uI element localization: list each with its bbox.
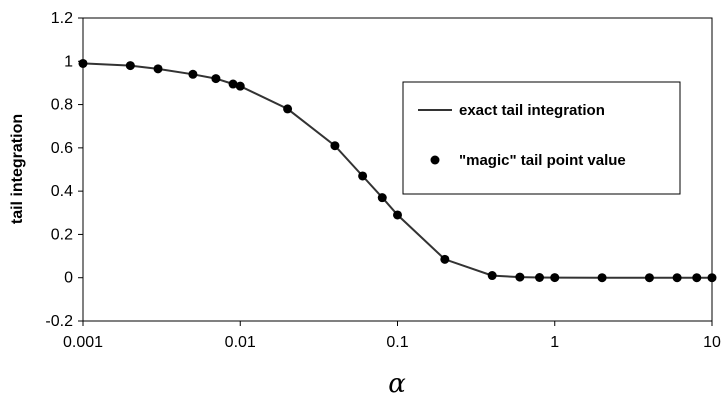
y-tick-label: 0.2	[51, 226, 73, 243]
data-point	[377, 193, 387, 203]
data-point	[550, 273, 560, 283]
y-tick-label: 1	[64, 53, 73, 70]
data-point	[153, 64, 163, 74]
legend-box	[402, 81, 681, 195]
data-point	[188, 69, 198, 79]
y-tick-label: 0.6	[51, 140, 73, 157]
data-point	[487, 271, 497, 281]
y-ticks: -0.2 0 0.2 0.4 0.6 0.8 1 1.2	[45, 10, 83, 330]
data-point	[125, 61, 135, 71]
data-point	[330, 141, 340, 151]
data-point	[440, 254, 450, 264]
x-tick-label: 0.001	[63, 334, 103, 351]
x-tick-label: 0.01	[225, 334, 256, 351]
data-point	[228, 79, 238, 89]
y-axis-label: tail integration	[9, 114, 26, 224]
y-tick-label: 0.8	[51, 97, 73, 114]
data-point	[211, 74, 221, 84]
y-tick-label: 0.4	[51, 183, 73, 200]
data-point	[692, 273, 702, 283]
x-ticks: 0.001 0.01 0.1 1 10	[63, 321, 721, 351]
y-tick-label: 1.2	[51, 10, 73, 27]
data-point	[515, 272, 525, 282]
data-point	[535, 272, 545, 282]
y-tick-label: -0.2	[45, 313, 73, 330]
data-point	[235, 81, 245, 91]
series-line-exact	[82, 62, 712, 279]
legend: exact tail integration "magic" tail poin…	[402, 81, 681, 195]
legend-label-magic: "magic" tail point value	[459, 152, 626, 169]
y-tick-label: 0	[64, 270, 73, 287]
data-point	[672, 273, 682, 283]
data-point	[644, 273, 654, 283]
x-tick-label: 10	[703, 334, 721, 351]
legend-marker-swatch	[430, 155, 440, 165]
series-layer	[78, 58, 717, 283]
data-point	[707, 273, 717, 283]
x-tick-label: 0.1	[386, 334, 408, 351]
x-tick-label: 1	[550, 334, 559, 351]
x-axis-label: α	[388, 369, 406, 399]
data-point	[358, 171, 368, 181]
data-point	[78, 58, 88, 68]
data-point	[597, 273, 607, 283]
legend-label-exact: exact tail integration	[459, 102, 605, 119]
data-point	[283, 104, 293, 114]
data-point	[393, 210, 402, 220]
